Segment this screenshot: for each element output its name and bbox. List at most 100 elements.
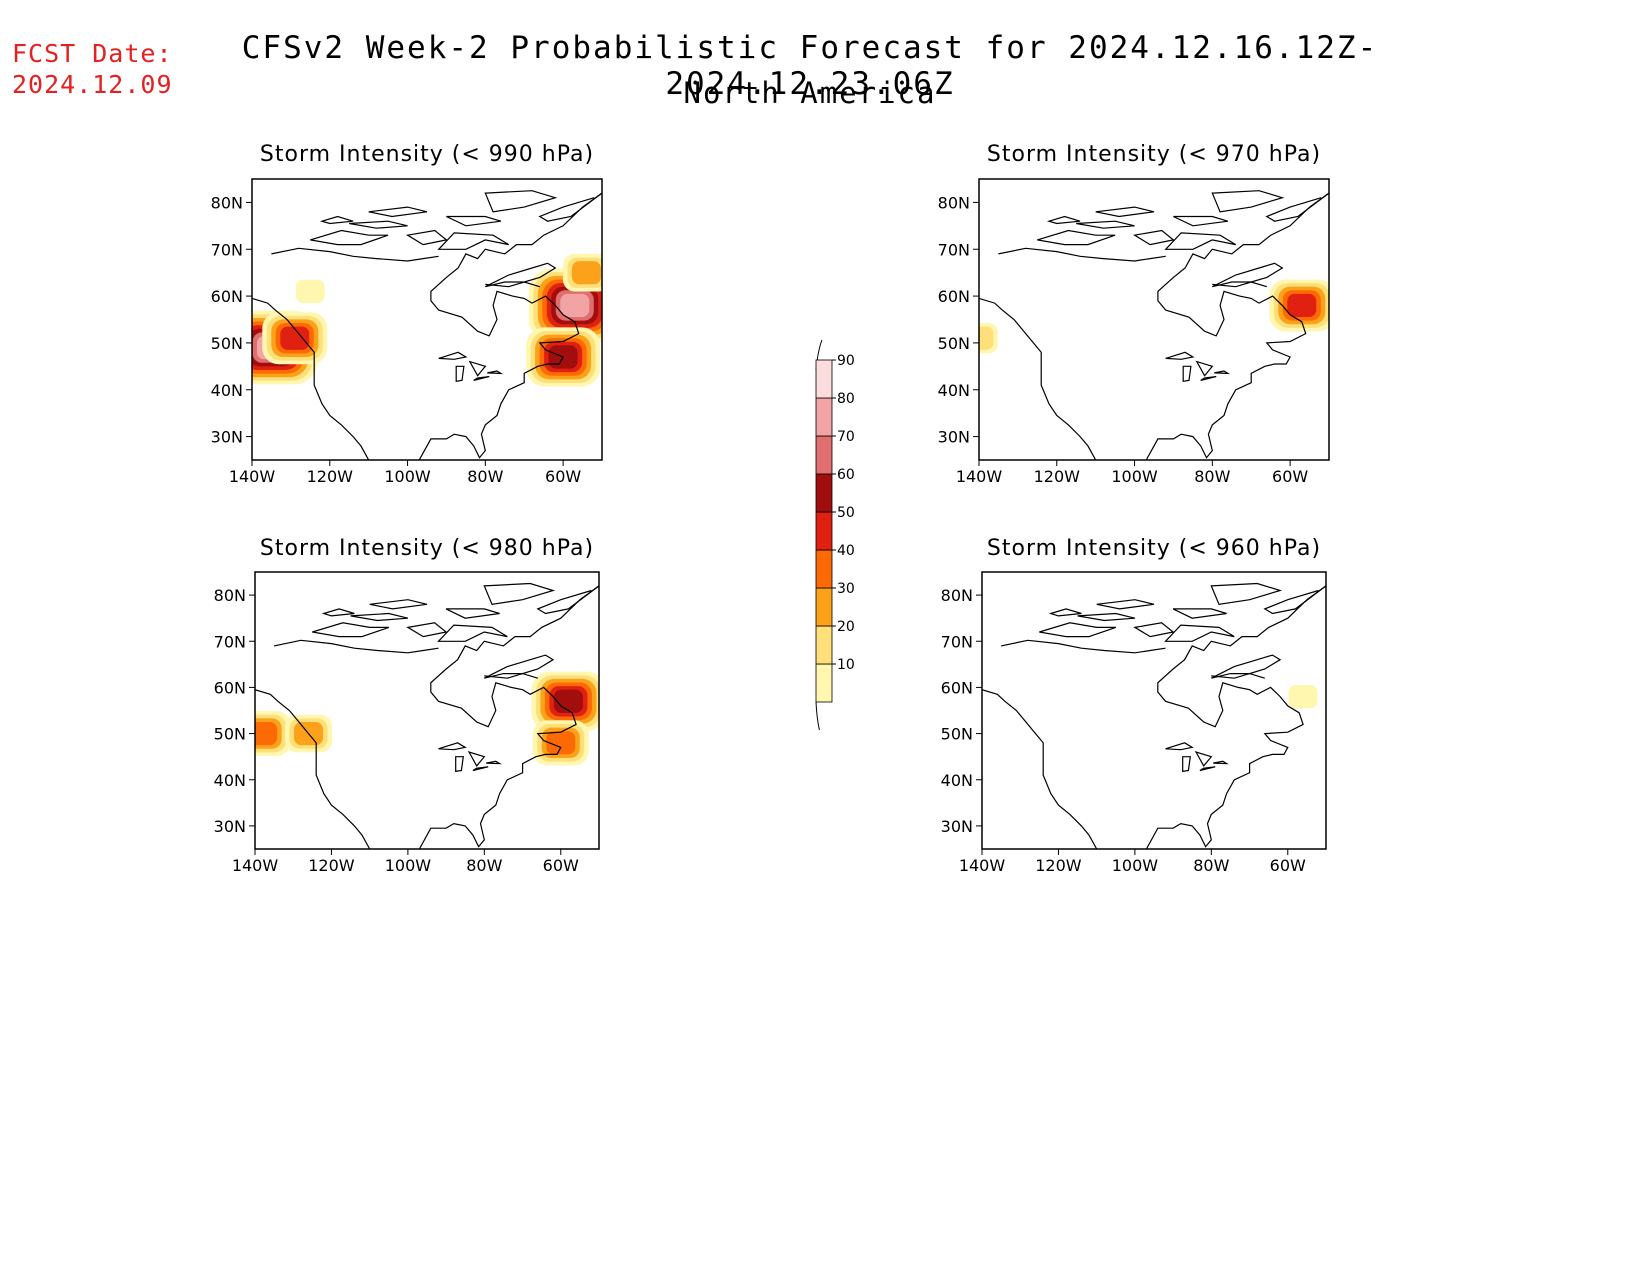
lat-label-50N: 50N <box>941 725 973 744</box>
arctic-island-5 <box>437 624 508 642</box>
arctic-island-1 <box>1077 612 1136 622</box>
color-legend: 10 20 30 40 50 60 70 80 90 <box>815 339 855 730</box>
colorbar-swatch-1 <box>815 663 833 703</box>
great-lake-0 <box>1165 351 1195 360</box>
baffin-island <box>485 262 557 288</box>
arctic-island-3 <box>1172 608 1227 619</box>
colorbar-swatch-6 <box>815 473 833 513</box>
lon-label-80W: 80W <box>1193 856 1229 875</box>
coastline-west <box>252 297 370 460</box>
great-lake-0 <box>438 351 468 360</box>
lat-label-60N: 60N <box>941 678 973 697</box>
great-lake-3 <box>1199 766 1216 772</box>
arctic-island-6 <box>1096 599 1155 610</box>
arctic-island-2 <box>1133 622 1175 638</box>
coastline-east <box>418 192 602 460</box>
prob-region-960-0-lvl10 <box>1288 685 1318 709</box>
lat-label-40N: 40N <box>211 381 243 400</box>
arctic-coast <box>273 639 439 654</box>
page-title: CFSv2 Week-2 Probabilistic Forecast for … <box>241 30 1379 102</box>
lat-label-50N: 50N <box>938 334 970 353</box>
hudson-strait <box>1211 672 1265 679</box>
colorbar-swatch-7 <box>815 435 833 475</box>
arctic-island-4 <box>1211 190 1285 213</box>
lat-label-70N: 70N <box>938 240 970 259</box>
map-panel-990: 80N 70N 60N 50N 40N 30N 140W 120W 100W 80W 60W <box>211 178 603 486</box>
arctic-island-6 <box>369 599 428 610</box>
great-lake-4 <box>486 760 502 765</box>
lon-label-120W: 120W <box>308 856 355 875</box>
arctic-island-0 <box>310 229 389 246</box>
arctic-island-5 <box>1164 232 1237 250</box>
lat-label-60N: 60N <box>211 287 243 306</box>
prob-region-990-1-lvl50 <box>280 326 310 350</box>
lon-label-140W: 140W <box>232 856 279 875</box>
great-lake-2 <box>468 360 487 377</box>
arctic-island-1 <box>349 220 408 229</box>
lat-label-70N: 70N <box>211 240 243 259</box>
lat-label-50N: 50N <box>214 725 246 744</box>
colorbar-label-50: 50 <box>837 505 855 521</box>
colorbar-label-80: 80 <box>837 391 855 407</box>
colorbar-label-20: 20 <box>837 619 855 635</box>
lon-label-120W: 120W <box>1034 467 1081 486</box>
arctic-island-4 <box>484 190 558 213</box>
hudson-strait <box>484 672 538 679</box>
great-lake-1 <box>1182 365 1192 383</box>
lon-label-60W: 60W <box>1270 856 1306 875</box>
arctic-island-3 <box>1173 215 1229 227</box>
colorbar-label-10: 10 <box>837 657 855 673</box>
arctic-island-2 <box>1132 229 1175 246</box>
greenland-coast <box>1263 585 1326 615</box>
lon-label-120W: 120W <box>1035 856 1082 875</box>
great-lake-0 <box>1165 742 1194 751</box>
great-lake-2 <box>467 750 486 767</box>
arctic-island-7 <box>1048 608 1082 617</box>
arctic-island-1 <box>350 612 409 622</box>
forecast-date-block: FCST Date: 2024.12.09 <box>12 38 173 100</box>
arctic-island-6 <box>1095 206 1155 218</box>
lat-label-30N: 30N <box>211 428 243 447</box>
great-lake-1 <box>455 756 464 773</box>
great-lake-0 <box>438 742 467 751</box>
great-lake-4 <box>487 370 504 375</box>
colorbar-bottom-cap <box>815 701 820 730</box>
colorbar-swatch-2 <box>815 625 833 665</box>
lon-label-100W: 100W <box>1111 467 1158 486</box>
baffin-island <box>484 654 555 679</box>
lon-label-60W: 60W <box>545 467 581 486</box>
panel-title-980: Storm Intensity (< 980 hPa) <box>259 536 595 561</box>
map-frame-980 <box>254 571 600 850</box>
lat-label-50N: 50N <box>211 334 243 353</box>
prob-region-990-2-lvl80 <box>560 293 590 318</box>
coastline-west <box>979 297 1097 460</box>
lon-label-100W: 100W <box>385 856 432 875</box>
arctic-island-0 <box>312 622 389 638</box>
panel-title-960: Storm Intensity (< 960 hPa) <box>986 536 1322 561</box>
lat-label-30N: 30N <box>214 817 246 836</box>
lon-label-80W: 80W <box>467 467 503 486</box>
colorbar-swatch-8 <box>815 397 833 437</box>
map-frame-990 <box>251 178 603 461</box>
arctic-island-7 <box>321 608 355 617</box>
prob-region-970-0-lvl50 <box>1287 293 1317 318</box>
lat-label-40N: 40N <box>214 771 246 790</box>
coastline-east <box>1145 585 1326 849</box>
great-lake-3 <box>473 376 490 381</box>
arctic-island-4 <box>1210 582 1283 605</box>
great-lake-4 <box>1214 370 1231 375</box>
colorbar-label-30: 30 <box>837 581 855 597</box>
panel-title-990: Storm Intensity (< 990 hPa) <box>259 142 595 167</box>
forecast-date-value: 2024.12.09 <box>12 70 173 99</box>
colorbar-label-70: 70 <box>837 429 855 445</box>
lat-label-80N: 80N <box>941 586 973 605</box>
colorbar-label-60: 60 <box>837 467 855 483</box>
arctic-island-7 <box>1046 215 1081 225</box>
map-frame-960 <box>981 571 1327 850</box>
prob-region-970-1-lvl20 <box>979 326 994 350</box>
greenland-coast <box>538 192 602 222</box>
prob-region-980-2-lvl40 <box>546 731 576 755</box>
prob-region-980-1-lvl40 <box>255 721 278 746</box>
lat-label-70N: 70N <box>941 632 973 651</box>
lat-label-80N: 80N <box>938 193 970 212</box>
